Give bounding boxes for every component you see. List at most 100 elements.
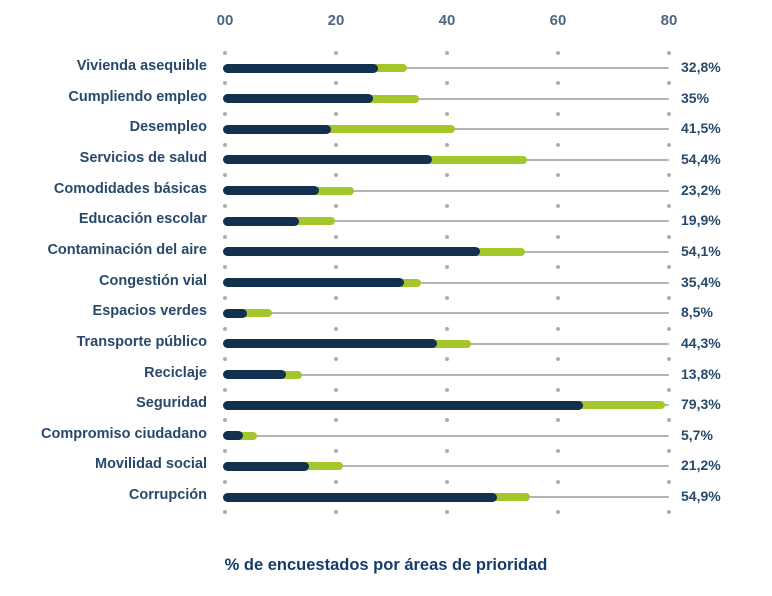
grid-dot bbox=[556, 81, 560, 86]
value-label: 35% bbox=[681, 89, 710, 106]
axis-tick-label: 60 bbox=[549, 12, 567, 29]
value-label: 41,5% bbox=[681, 120, 721, 137]
grid-dot bbox=[334, 510, 338, 515]
grid-dot bbox=[667, 265, 671, 270]
grid-dot bbox=[445, 50, 449, 55]
category-label: Reciclaje bbox=[144, 364, 207, 381]
grid-dot bbox=[223, 234, 227, 239]
grid-dot bbox=[667, 111, 671, 116]
bar-green-segment bbox=[237, 309, 273, 318]
bar-dark-segment bbox=[223, 308, 247, 318]
grid-dot bbox=[556, 418, 560, 423]
grid-dot bbox=[556, 510, 560, 515]
bar-green-segment bbox=[394, 278, 422, 287]
grid-dot bbox=[667, 418, 671, 423]
grid-dot bbox=[223, 50, 227, 55]
grid-dot bbox=[223, 111, 227, 116]
bar-dark-segment bbox=[223, 186, 319, 196]
bar-dark-segment bbox=[223, 278, 404, 288]
bar-dark-segment bbox=[223, 492, 497, 502]
bar-green-segment bbox=[321, 125, 456, 134]
axis-tick-label: 40 bbox=[438, 12, 456, 29]
category-label: Congestión vial bbox=[99, 272, 207, 289]
grid-dot bbox=[445, 449, 449, 454]
bar-dark-segment bbox=[223, 339, 437, 349]
grid-dot bbox=[667, 295, 671, 300]
category-label: Contaminación del aire bbox=[47, 241, 207, 258]
bar-dark-segment bbox=[223, 461, 309, 471]
bar-green-segment bbox=[471, 247, 526, 256]
bar-green-segment bbox=[276, 370, 302, 379]
bar-green-segment bbox=[422, 155, 527, 164]
bar-track bbox=[225, 67, 669, 69]
axis-tick-label: 80 bbox=[660, 12, 678, 29]
category-label: Vivienda asequible bbox=[76, 58, 207, 74]
grid-dot bbox=[223, 142, 227, 147]
grid-dot bbox=[667, 50, 671, 55]
bar-green-segment bbox=[309, 186, 354, 195]
grid-dot bbox=[334, 295, 338, 300]
grid-dot bbox=[445, 387, 449, 392]
bar-track bbox=[225, 373, 669, 376]
grid-dot bbox=[667, 142, 671, 147]
grid-dot bbox=[223, 81, 227, 86]
bar-dark-segment bbox=[223, 94, 374, 104]
grid-dot bbox=[334, 203, 338, 208]
grid-dot bbox=[667, 387, 671, 392]
grid-dot bbox=[223, 418, 227, 423]
value-label: 21,2% bbox=[681, 457, 721, 474]
grid-dot bbox=[556, 234, 560, 239]
grid-dot bbox=[334, 326, 338, 331]
value-label: 19,9% bbox=[681, 212, 721, 229]
category-label: Seguridad bbox=[136, 395, 207, 412]
grid-dot bbox=[556, 357, 560, 362]
grid-dot bbox=[445, 418, 449, 423]
grid-dot bbox=[667, 173, 671, 178]
grid-dot bbox=[334, 479, 338, 484]
grid-dot bbox=[445, 510, 449, 515]
grid-dot bbox=[445, 173, 449, 178]
grid-dot bbox=[223, 326, 227, 331]
grid-dot bbox=[223, 295, 227, 300]
grid-dot bbox=[223, 387, 227, 392]
axis-tick-label: 20 bbox=[327, 12, 345, 29]
value-label: 35,4% bbox=[681, 273, 721, 290]
category-label: Servicios de salud bbox=[79, 149, 207, 166]
grid-dot bbox=[223, 510, 227, 515]
grid-dot bbox=[556, 173, 560, 178]
grid-dot bbox=[667, 326, 671, 331]
grid-dot bbox=[667, 81, 671, 86]
grid-dot bbox=[223, 265, 227, 270]
axis-tick-label: 00 bbox=[216, 12, 234, 29]
bar-dark-segment bbox=[223, 431, 243, 441]
value-label: 32,8% bbox=[681, 59, 721, 75]
grid-dot bbox=[667, 203, 671, 208]
category-label: Educación escolar bbox=[78, 211, 207, 228]
bar-track bbox=[225, 434, 669, 437]
grid-dot bbox=[445, 142, 449, 147]
value-label: 23,2% bbox=[681, 181, 721, 198]
grid-dot bbox=[334, 50, 338, 55]
bar-green-segment bbox=[233, 431, 257, 440]
value-label: 5,7% bbox=[681, 426, 713, 443]
grid-dot bbox=[667, 449, 671, 454]
category-label: Corrupción bbox=[128, 487, 207, 504]
grid-dot bbox=[556, 111, 560, 116]
grid-dot bbox=[667, 479, 671, 484]
category-label: Comodidades básicas bbox=[53, 180, 207, 197]
grid-dot bbox=[334, 449, 338, 454]
category-label: Compromiso ciudadano bbox=[41, 425, 207, 442]
category-label: Espacios verdes bbox=[92, 303, 207, 320]
grid-dot bbox=[223, 173, 227, 178]
value-label: 8,5% bbox=[681, 304, 713, 321]
grid-dot bbox=[334, 81, 338, 86]
grid-dot bbox=[556, 142, 560, 147]
bar-green-segment bbox=[369, 64, 408, 72]
grid-dot bbox=[445, 234, 449, 239]
grid-dot bbox=[445, 203, 449, 208]
grid-dot bbox=[445, 265, 449, 270]
grid-dot bbox=[334, 111, 338, 116]
bar-track bbox=[225, 97, 669, 100]
bar-track bbox=[225, 312, 669, 315]
